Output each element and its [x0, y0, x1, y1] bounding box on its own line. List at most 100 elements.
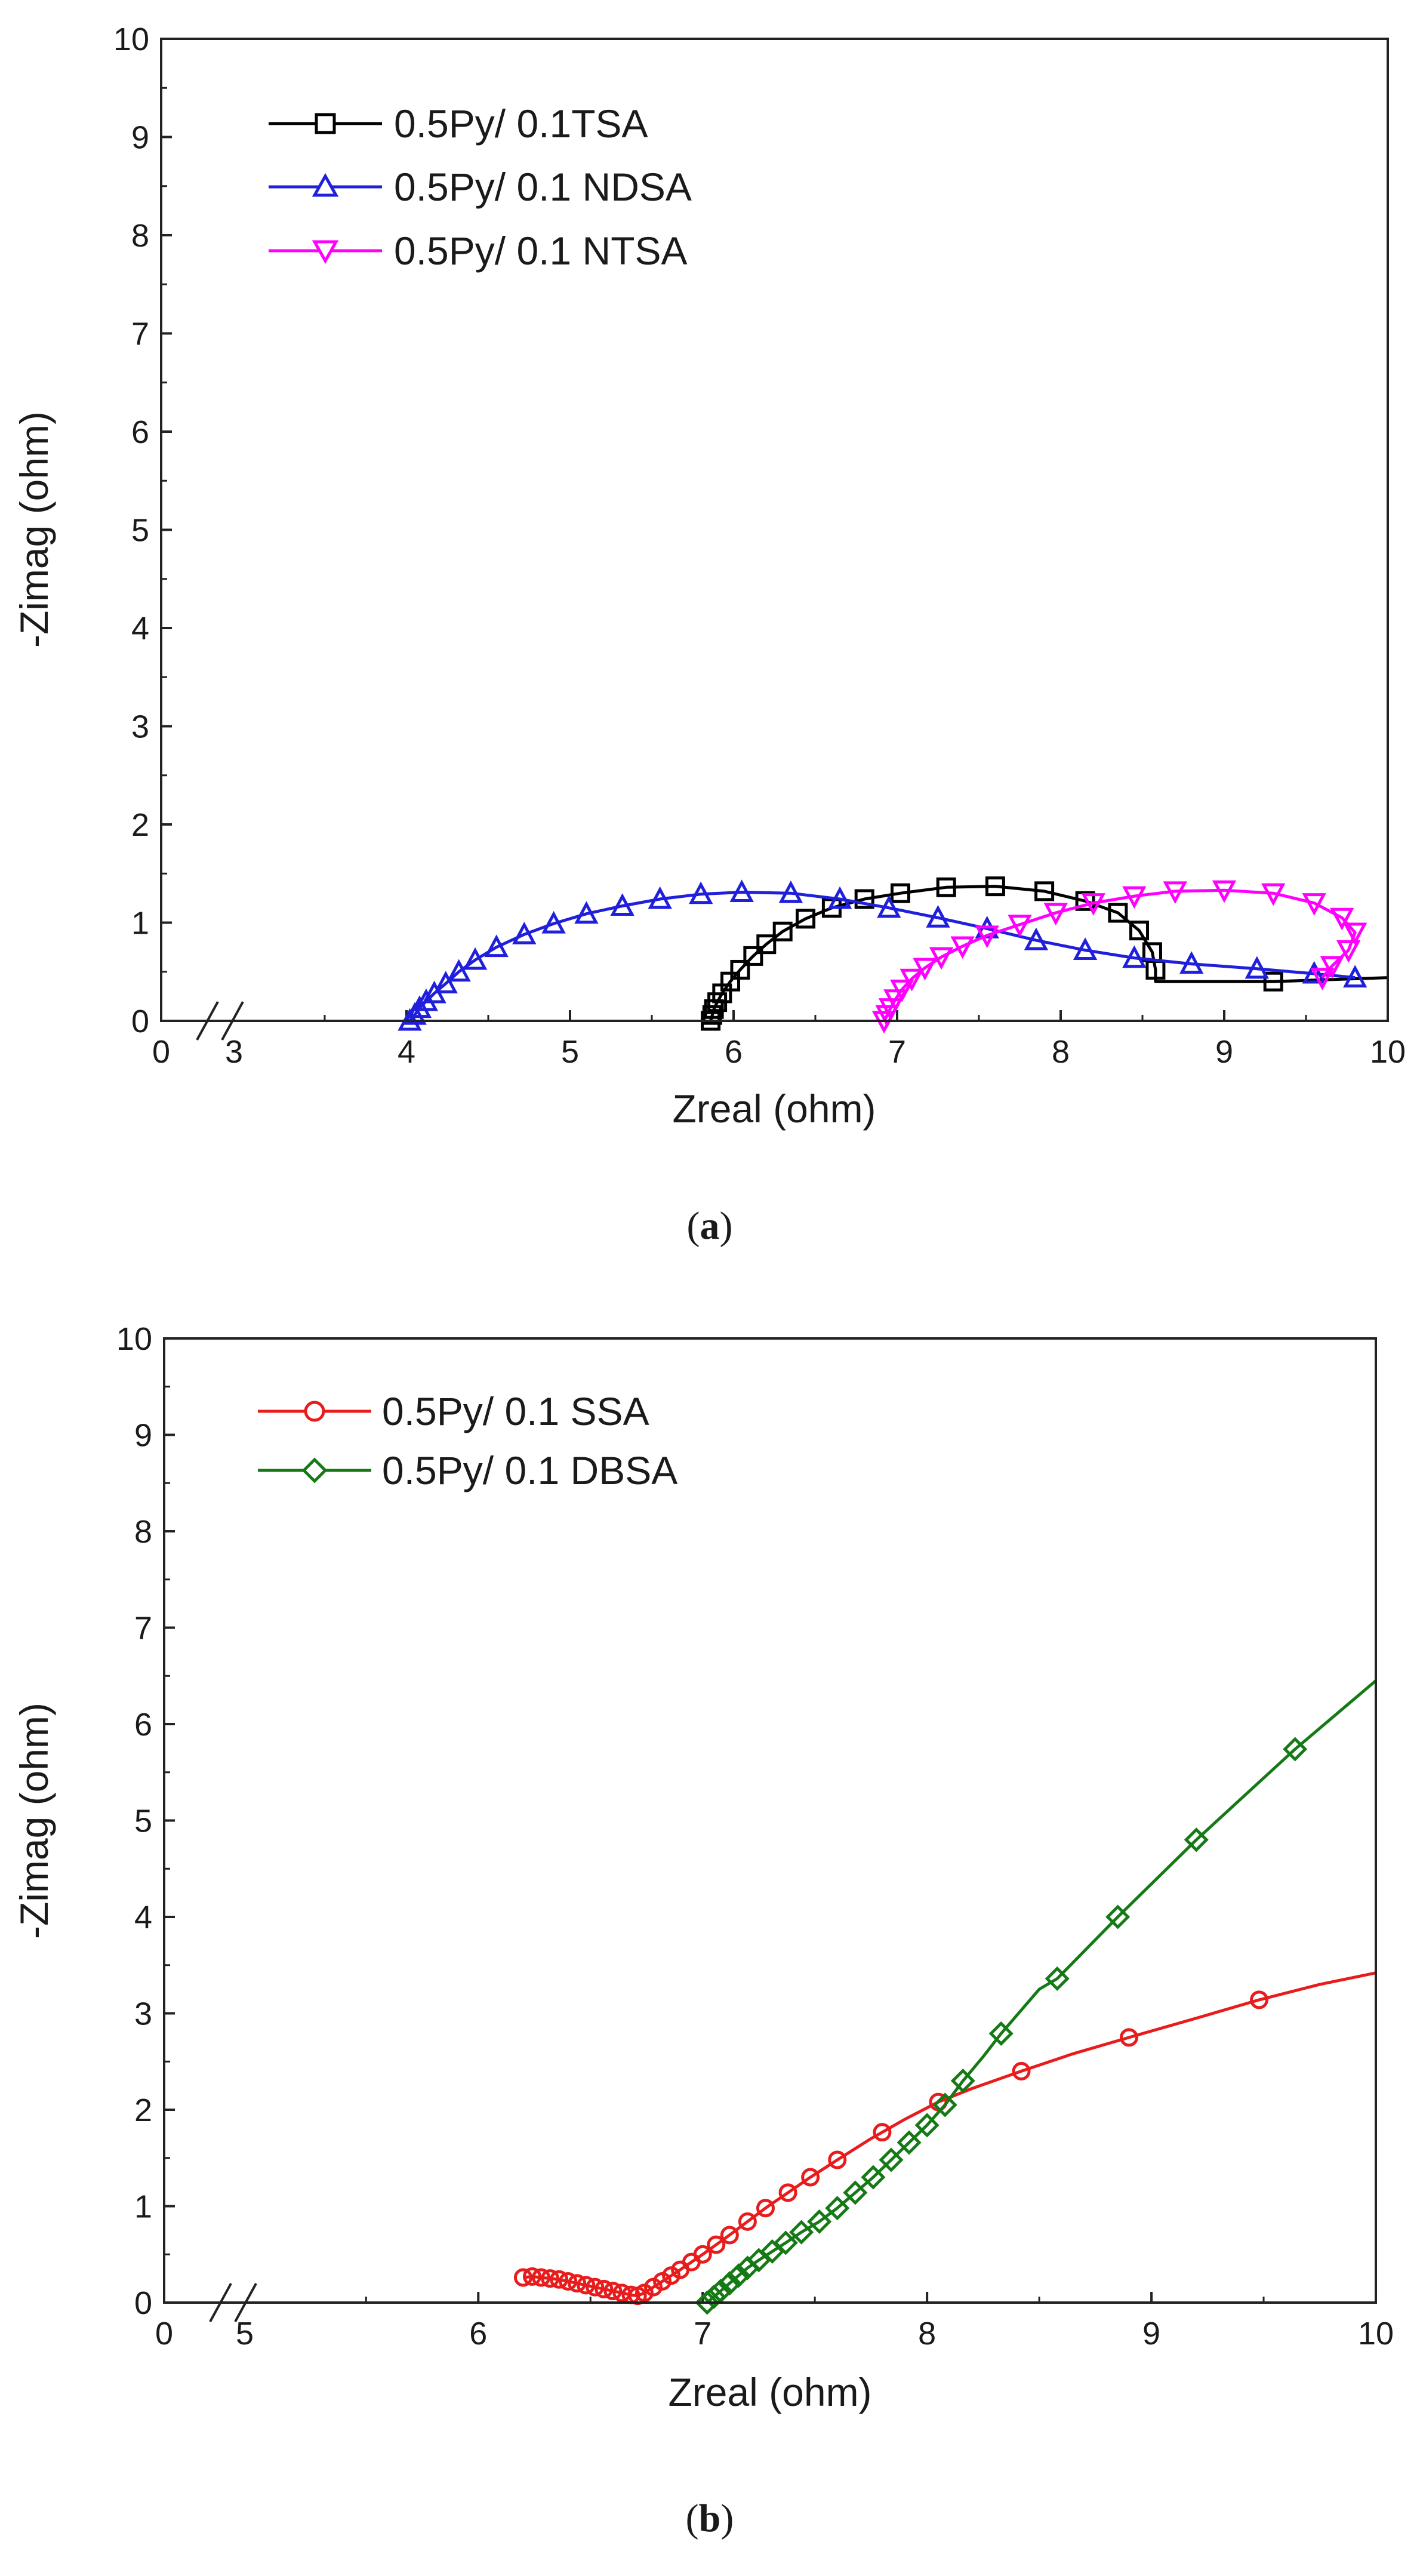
data-point-b-1 — [773, 2230, 798, 2255]
data-point-b-0 — [720, 2226, 739, 2245]
y-tick-label-b: 3 — [134, 1996, 152, 2032]
data-point-a-0 — [1129, 921, 1150, 941]
data-point-b-0 — [738, 2212, 757, 2231]
legend-a: 0.5Py/ 0.1TSA 0.5Py/ 0.1 NDSA 0.5Py/ 0.1… — [269, 101, 692, 273]
x-tick-label-a: 10 — [1370, 1034, 1406, 1070]
data-point-b-1 — [1045, 1966, 1070, 1991]
x-tick-label-a: 3 — [225, 1034, 243, 1070]
y-tick-label-b: 0 — [134, 2285, 152, 2321]
y-tick-label-a: 9 — [131, 120, 149, 156]
data-point-b-0 — [586, 2278, 605, 2297]
panel-b: 0 1 2 3 4 5 6 7 8 9 10 6 7 8 9 10 0 5 0.5Py/ 0.1 SSA 0.5P… — [12, 1321, 1394, 2540]
y-tick-label-a: 2 — [131, 807, 149, 843]
data-point-a-2 — [1310, 968, 1335, 990]
data-point-a-1 — [926, 904, 950, 928]
data-point-a-2 — [1336, 940, 1361, 963]
data-point-a-0 — [890, 883, 910, 903]
data-point-a-2 — [883, 989, 908, 1012]
series-a-0 — [701, 876, 1388, 1031]
data-point-a-2 — [1343, 922, 1367, 946]
data-point-a-1 — [541, 910, 566, 934]
legend-entry-ntsa: 0.5Py/ 0.1 NTSA — [269, 229, 688, 273]
data-point-b-1 — [695, 2290, 720, 2315]
y-tick-label-a: 4 — [131, 611, 149, 647]
data-point-b-0 — [1012, 2061, 1031, 2081]
data-point-b-1 — [701, 2284, 726, 2309]
data-point-a-2 — [1008, 915, 1032, 938]
data-point-b-0 — [523, 2267, 542, 2286]
data-point-b-1 — [825, 2196, 850, 2221]
x-tick-label-b: 9 — [1142, 2316, 1160, 2352]
data-point-b-0 — [513, 2268, 532, 2287]
data-point-a-0 — [854, 889, 874, 909]
x-tick-label-b: 6 — [469, 2316, 487, 2352]
data-point-b-0 — [873, 2123, 892, 2142]
y-tick-label-a: 6 — [131, 414, 149, 450]
data-point-b-1 — [717, 2271, 742, 2296]
y-tick-label-a: 8 — [131, 218, 149, 254]
data-point-b-1 — [914, 2113, 940, 2138]
caption-a-label: a — [700, 1204, 720, 1248]
data-point-a-2 — [1330, 907, 1354, 931]
data-point-a-2 — [1212, 880, 1237, 903]
panel-a: 0 1 2 3 4 5 6 7 8 9 10 4 5 6 7 8 9 10 0 3 0.5Py/ 0.1TSA 0.5… — [12, 21, 1406, 1248]
x-axis-break-a — [196, 1001, 244, 1041]
y-axis-title-a: -Zimag (ohm) — [12, 411, 56, 648]
plot-area-a: 0 1 2 3 4 5 6 7 8 9 10 4 5 6 7 8 9 10 0 3 — [113, 21, 1406, 1070]
data-point-b-0 — [1250, 1990, 1269, 2009]
x-tick-label-a: 0 — [152, 1034, 170, 1070]
data-point-a-2 — [975, 925, 999, 949]
data-point-b-1 — [879, 2147, 904, 2172]
data-point-a-2 — [929, 947, 954, 970]
y-tick-label-b: 4 — [134, 1900, 152, 1935]
data-point-b-0 — [707, 2235, 726, 2254]
data-point-a-0 — [1034, 881, 1055, 901]
data-point-a-0 — [772, 921, 793, 941]
y-tick-label-b: 9 — [134, 1418, 152, 1454]
data-point-a-0 — [756, 934, 777, 955]
caption-b: (b) — [686, 2497, 734, 2540]
legend-entry-dbsa: 0.5Py/ 0.1 DBSA — [258, 1448, 677, 1492]
data-point-b-1 — [807, 2209, 832, 2234]
data-point-b-1 — [1105, 1904, 1131, 1929]
data-point-a-1 — [648, 886, 672, 909]
y-tick-label-b: 10 — [116, 1321, 152, 1357]
legend-entry-tsa: 0.5Py/ 0.1TSA — [269, 101, 648, 146]
caption-a: (a) — [687, 1204, 733, 1248]
data-point-a-2 — [950, 936, 975, 959]
data-point-b-1 — [988, 2021, 1014, 2046]
data-point-a-0 — [743, 946, 763, 966]
data-point-b-1 — [1283, 1737, 1308, 1762]
plot-frame-b — [163, 1337, 1377, 2304]
series-line-b-0 — [523, 1971, 1376, 2298]
data-point-a-1 — [463, 947, 488, 970]
y-tick-label-b: 1 — [134, 2189, 152, 2225]
y-tick-label-a: 7 — [131, 316, 149, 352]
data-point-b-0 — [1119, 2028, 1138, 2047]
x-axis-break-b — [209, 2283, 257, 2322]
data-point-a-2 — [1320, 956, 1345, 979]
y-tick-label-b: 7 — [134, 1611, 152, 1646]
data-point-a-1 — [1073, 937, 1098, 961]
x-axis-title-b: Zreal (ohm) — [668, 2370, 871, 2414]
plot-frame-a — [160, 38, 1389, 1022]
data-point-a-0 — [985, 876, 1005, 897]
plot-area-b: 0 1 2 3 4 5 6 7 8 9 10 6 7 8 9 10 0 5 — [116, 1321, 1394, 2352]
data-point-b-0 — [603, 2282, 623, 2301]
data-point-b-0 — [778, 2183, 797, 2202]
data-point-a-1 — [484, 934, 509, 958]
x-tick-label-a: 7 — [888, 1034, 906, 1070]
data-point-b-1 — [708, 2279, 733, 2304]
data-point-a-0 — [702, 1005, 722, 1025]
data-point-a-0 — [796, 909, 816, 929]
data-point-a-1 — [512, 921, 537, 944]
data-point-b-0 — [756, 2199, 775, 2218]
data-point-a-1 — [1122, 945, 1147, 968]
data-point-b-0 — [577, 2276, 596, 2295]
data-point-a-0 — [1075, 891, 1095, 911]
series-b-0 — [513, 1971, 1376, 2306]
data-point-a-2 — [1302, 893, 1326, 916]
data-point-a-1 — [778, 880, 803, 903]
data-point-b-1 — [932, 2092, 957, 2118]
data-point-a-2 — [1081, 893, 1105, 916]
